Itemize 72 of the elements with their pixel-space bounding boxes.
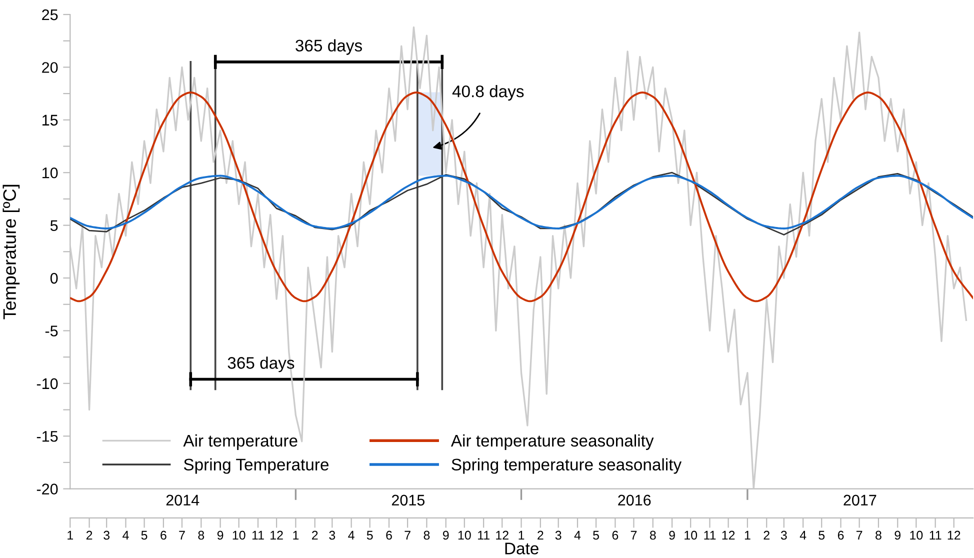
legend-label: Spring temperature seasonality (452, 458, 682, 474)
x-tick-label: 1 (518, 530, 524, 540)
x-tick-label: 12 (496, 530, 508, 540)
x-tick-label: 7 (404, 530, 410, 540)
x-tick-label: 10 (684, 530, 698, 540)
y-tick-label: 15 (42, 114, 58, 126)
x-tick-label: 8 (198, 530, 204, 540)
x-tick-label: 4 (122, 530, 129, 540)
x2-tick-label: 2015 (392, 494, 425, 506)
x-tick-label: 4 (574, 530, 581, 540)
x-tick-label: 4 (348, 530, 354, 540)
x-tick-label: 10 (458, 530, 471, 540)
x-tick-label: 2 (538, 530, 544, 540)
x-tick-label: 2 (312, 530, 318, 540)
x-tick-label: 6 (838, 530, 844, 540)
x-tick-label: 6 (160, 530, 166, 540)
x-tick-label: 9 (442, 530, 449, 540)
x-tick-label: 2 (764, 530, 770, 540)
x-tick-label: 1 (744, 530, 750, 540)
x-tick-label: 10 (910, 530, 923, 540)
x-tick-label: 11 (930, 530, 942, 540)
x-tick-label: 3 (329, 530, 336, 540)
x-tick-label: 12 (722, 530, 735, 540)
x-tick-label: 5 (141, 530, 148, 540)
x-tick-label: 5 (593, 530, 599, 540)
x-tick-label: 8 (650, 530, 656, 540)
x-tick-label: 5 (366, 530, 373, 540)
legend-label: Spring Temperature (184, 458, 329, 474)
annotation: 365 days (296, 39, 362, 55)
x-tick-label: 10 (232, 530, 246, 540)
x-tick-label: 1 (293, 530, 299, 540)
x-tick-label: 9 (217, 530, 224, 540)
y-tick-label: -15 (36, 431, 58, 442)
x-tick-label: 8 (424, 530, 430, 540)
x-tick-label: 7 (179, 530, 185, 540)
x-tick-label: 11 (252, 530, 264, 540)
x-axis-title: Date (505, 542, 538, 554)
y-tick-label: 20 (42, 62, 58, 73)
x-tick-label: 9 (894, 530, 901, 540)
x-tick-label: 7 (856, 530, 862, 540)
x-tick-label: 3 (555, 530, 562, 540)
x-tick-label: 3 (104, 530, 110, 540)
legend-label: Air temperature seasonality (450, 434, 654, 450)
x-tick-label: 2 (86, 530, 92, 540)
x-tick-label: 11 (704, 530, 716, 540)
y-tick-label: 25 (42, 9, 58, 20)
band-label: 40.8 days (452, 85, 524, 101)
x-tick-label: 3 (780, 530, 787, 540)
x-tick-label: 1 (68, 530, 73, 540)
y-tick-label: 0 (50, 272, 58, 284)
x-tick-label: 11 (478, 530, 490, 540)
y-tick-label: -10 (36, 378, 58, 390)
x-tick-label: 12 (948, 530, 960, 540)
x-tick-label: 6 (386, 530, 392, 540)
legend-label: Air temperature (183, 434, 298, 450)
x-tick-label: 9 (669, 530, 675, 540)
x2-tick-label: 2017 (844, 494, 876, 506)
x2-tick-label: 2014 (166, 494, 200, 506)
line-series (70, 26, 968, 489)
x-tick-label: 7 (630, 530, 637, 540)
x-tick-label: 4 (800, 530, 806, 540)
y-axis-title: Temperature [ºC] (2, 184, 20, 320)
annotation: 365 days (228, 356, 294, 372)
x-tick-label: 5 (818, 530, 825, 540)
y-tick-label: 5 (50, 220, 58, 231)
x-tick-label: 12 (270, 530, 283, 540)
y-tick-label: -5 (45, 326, 58, 336)
y-tick-label: -20 (36, 484, 58, 494)
y-tick-label: 10 (42, 167, 58, 178)
x2-tick-label: 2016 (618, 494, 651, 506)
x-tick-label: 8 (876, 530, 882, 540)
x-tick-label: 6 (612, 530, 618, 540)
